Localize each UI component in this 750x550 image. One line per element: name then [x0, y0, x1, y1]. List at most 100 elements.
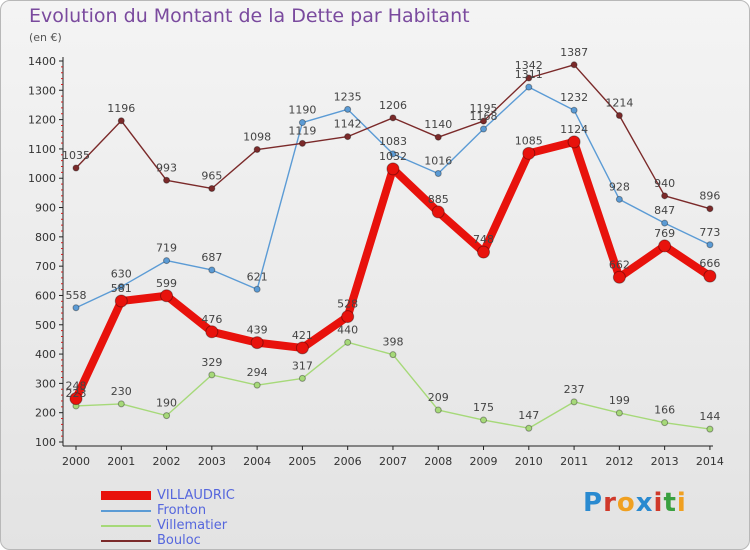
- data-point-villaudric: [567, 135, 581, 149]
- data-point-villematier: [480, 416, 488, 424]
- y-tick-label: 500: [35, 319, 56, 332]
- data-label-fronton: 1232: [560, 91, 588, 104]
- x-tick-label: 2010: [515, 455, 543, 468]
- data-point-bouloc: [480, 117, 488, 125]
- data-point-bouloc: [163, 176, 171, 184]
- legend-label-villematier: Villematier: [157, 518, 228, 533]
- data-label-villematier: 440: [337, 323, 358, 336]
- data-point-villematier: [253, 381, 261, 389]
- data-label-villaudric: 1124: [560, 123, 588, 136]
- y-tick-label: 1200: [28, 114, 56, 127]
- logo-letter: P: [583, 488, 604, 518]
- y-tick-label: 900: [35, 202, 56, 215]
- legend-swatch-villaudric: [101, 491, 151, 500]
- data-label-bouloc: 1196: [107, 102, 135, 115]
- legend-swatch-fronton: [101, 509, 151, 512]
- data-label-bouloc: 965: [201, 169, 222, 182]
- logo-letter: r: [603, 488, 617, 518]
- data-label-villaudric: 769: [654, 227, 675, 240]
- data-label-villematier: 166: [654, 404, 675, 417]
- data-point-villematier: [706, 425, 714, 433]
- data-point-fronton: [253, 285, 261, 293]
- chart-subtitle: (en €): [29, 31, 62, 44]
- data-point-bouloc: [706, 205, 714, 213]
- data-label-villematier: 209: [428, 391, 449, 404]
- y-tick-label: 1400: [28, 55, 56, 68]
- data-label-fronton: 1190: [288, 104, 316, 117]
- data-point-villematier: [434, 406, 442, 414]
- data-label-villaudric: 666: [699, 257, 720, 270]
- data-label-bouloc: 1206: [379, 99, 407, 112]
- logo-letter: t: [663, 488, 677, 518]
- data-point-bouloc: [661, 192, 669, 200]
- x-tick-label: 2008: [424, 455, 452, 468]
- data-point-bouloc: [525, 74, 533, 82]
- data-point-villaudric: [612, 270, 626, 284]
- data-label-bouloc: 1098: [243, 131, 271, 144]
- y-tick-label: 1000: [28, 172, 56, 185]
- y-tick-label: 800: [35, 231, 56, 244]
- data-label-villematier: 175: [473, 401, 494, 414]
- legend-swatch-villematier: [101, 524, 151, 527]
- y-tick-label: 700: [35, 260, 56, 273]
- logo-letter: i: [653, 488, 664, 518]
- data-point-fronton: [434, 170, 442, 178]
- y-tick-label: 400: [35, 348, 56, 361]
- data-point-fronton: [389, 150, 397, 158]
- data-label-fronton: 1235: [334, 90, 362, 103]
- data-label-villaudric: 599: [156, 277, 177, 290]
- y-tick-label: 1300: [28, 84, 56, 97]
- data-point-fronton: [117, 283, 125, 291]
- data-label-bouloc: 993: [156, 161, 177, 174]
- data-label-bouloc: 1119: [288, 124, 316, 137]
- data-point-fronton: [615, 195, 623, 203]
- data-label-villematier: 223: [66, 387, 87, 400]
- x-tick-label: 2000: [62, 455, 90, 468]
- data-point-bouloc: [117, 117, 125, 125]
- data-point-fronton: [480, 125, 488, 133]
- data-label-bouloc: 896: [699, 190, 720, 203]
- y-tick-label: 300: [35, 377, 56, 390]
- data-label-fronton: 621: [247, 270, 268, 283]
- legend-label-villaudric: VILLAUDRIC: [157, 488, 235, 503]
- logo-letter: i: [676, 488, 687, 518]
- data-point-villaudric: [658, 239, 672, 253]
- data-point-bouloc: [434, 133, 442, 141]
- x-tick-label: 2003: [198, 455, 226, 468]
- data-point-fronton: [208, 266, 216, 274]
- x-tick-label: 2001: [107, 455, 135, 468]
- logo-letter: o: [616, 488, 636, 518]
- data-label-fronton: 630: [111, 268, 132, 281]
- x-tick-label: 2013: [651, 455, 679, 468]
- data-point-bouloc: [570, 61, 578, 69]
- y-tick-label: 200: [35, 407, 56, 420]
- data-label-villaudric: 1085: [515, 134, 543, 147]
- y-tick-label: 1100: [28, 143, 56, 156]
- data-point-villematier: [389, 351, 397, 359]
- data-point-villaudric: [295, 341, 309, 355]
- x-tick-label: 2012: [605, 455, 633, 468]
- data-label-villematier: 230: [111, 385, 132, 398]
- data-label-bouloc: 1140: [424, 118, 452, 131]
- data-label-villaudric: 248: [66, 380, 87, 393]
- data-label-bouloc: 940: [654, 177, 675, 190]
- data-label-villematier: 294: [247, 366, 268, 379]
- data-label-fronton: 1083: [379, 135, 407, 148]
- data-label-villaudric: 439: [247, 324, 268, 337]
- data-point-villaudric: [114, 294, 128, 308]
- data-label-fronton: 1168: [470, 110, 498, 123]
- data-point-bouloc: [389, 114, 397, 122]
- data-label-villaudric: 581: [111, 282, 132, 295]
- data-point-fronton: [661, 219, 669, 227]
- data-point-fronton: [525, 83, 533, 91]
- data-label-bouloc: 1342: [515, 59, 543, 72]
- logo-letter: x: [635, 488, 654, 518]
- data-point-villematier: [344, 338, 352, 346]
- data-label-villematier: 398: [382, 336, 403, 349]
- data-label-villematier: 237: [564, 383, 585, 396]
- data-label-bouloc: 1142: [334, 118, 362, 131]
- data-label-villematier: 147: [518, 409, 539, 422]
- data-label-fronton: 1016: [424, 155, 452, 168]
